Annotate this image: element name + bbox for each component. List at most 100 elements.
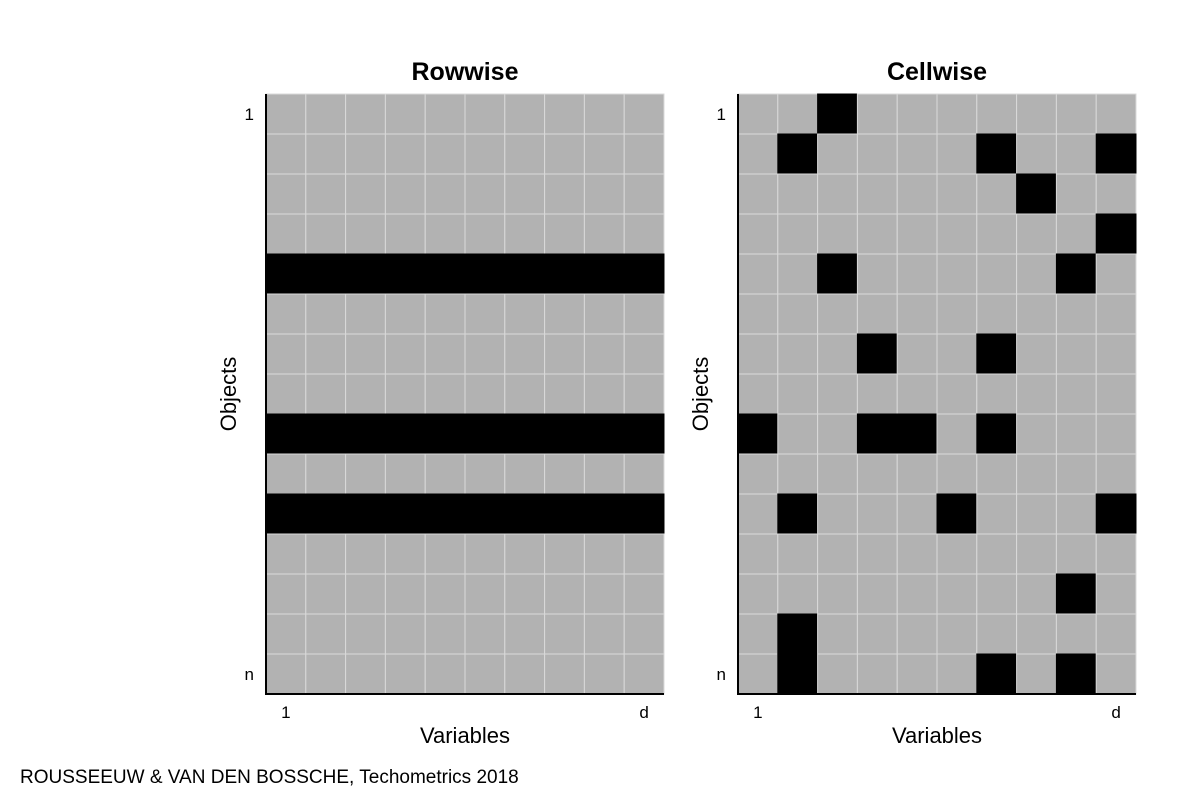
outlier-cell: [544, 493, 585, 535]
data-cell: [817, 333, 858, 375]
data-cell: [504, 453, 546, 495]
outlier-cell: [1095, 493, 1137, 535]
data-cell: [424, 213, 466, 255]
data-cell: [583, 213, 625, 255]
data-cell: [345, 93, 386, 135]
outlier-cell: [583, 253, 625, 295]
data-cell: [583, 533, 625, 575]
data-cell: [1095, 253, 1137, 295]
data-cell: [265, 293, 307, 335]
data-cell: [345, 333, 386, 375]
data-cell: [1016, 213, 1057, 255]
data-cell: [583, 93, 625, 135]
data-cell: [737, 173, 779, 215]
data-cell: [345, 133, 386, 175]
data-cell: [583, 373, 625, 415]
data-cell: [504, 373, 546, 415]
data-cell: [896, 653, 938, 695]
data-cell: [345, 613, 386, 655]
data-cell: [623, 373, 665, 415]
data-cell: [544, 173, 585, 215]
col-first-label: 1: [753, 703, 762, 722]
data-cell: [737, 453, 779, 495]
data-cell: [424, 653, 466, 695]
data-cell: [777, 173, 819, 215]
outlier-cell: [777, 133, 819, 175]
data-cell: [817, 173, 858, 215]
data-cell: [936, 93, 978, 135]
outlier-cell: [424, 253, 466, 295]
data-cell: [737, 573, 779, 615]
data-cell: [817, 293, 858, 335]
data-cell: [1016, 333, 1057, 375]
data-cell: [856, 93, 898, 135]
data-cell: [1016, 253, 1057, 295]
col-first-label: 1: [281, 703, 290, 722]
data-cell: [384, 533, 426, 575]
data-cell: [504, 573, 546, 615]
data-cell: [265, 93, 307, 135]
data-cell: [265, 653, 307, 695]
y-axis-label: Objects: [216, 357, 241, 432]
data-cell: [265, 173, 307, 215]
data-cell: [976, 613, 1018, 655]
data-cell: [896, 613, 938, 655]
row-last-label: n: [717, 665, 726, 684]
data-cell: [424, 293, 466, 335]
data-cell: [544, 93, 585, 135]
data-cell: [856, 493, 898, 535]
data-cell: [265, 453, 307, 495]
data-cell: [1055, 93, 1097, 135]
data-cell: [544, 453, 585, 495]
data-cell: [1016, 413, 1057, 455]
data-cell: [1055, 373, 1097, 415]
data-cell: [623, 133, 665, 175]
data-cell: [345, 373, 386, 415]
data-cell: [305, 573, 347, 615]
data-cell: [424, 93, 466, 135]
data-cell: [424, 573, 466, 615]
data-cell: [623, 533, 665, 575]
data-cell: [777, 573, 819, 615]
data-cell: [1095, 173, 1137, 215]
data-cell: [976, 93, 1018, 135]
data-cell: [345, 173, 386, 215]
data-cell: [936, 533, 978, 575]
data-cell: [504, 333, 546, 375]
rowwise-panel: Rowwise 1 n 1 d Variables Objects: [216, 58, 665, 748]
data-cell: [384, 93, 426, 135]
data-cell: [737, 613, 779, 655]
data-cell: [1016, 573, 1057, 615]
data-cell: [737, 133, 779, 175]
data-cell: [817, 493, 858, 535]
data-cell: [777, 533, 819, 575]
data-cell: [737, 493, 779, 535]
data-cell: [1095, 533, 1137, 575]
data-cell: [464, 533, 506, 575]
data-cell: [976, 373, 1018, 415]
data-cell: [1055, 493, 1097, 535]
outlier-cell: [777, 613, 819, 655]
data-cell: [424, 173, 466, 215]
outlier-cell: [265, 253, 307, 295]
data-cell: [976, 293, 1018, 335]
data-cell: [896, 573, 938, 615]
data-cell: [504, 293, 546, 335]
data-cell: [817, 613, 858, 655]
outlier-cell: [1095, 213, 1137, 255]
outlier-cell: [504, 413, 546, 455]
data-cell: [424, 133, 466, 175]
outlier-cell: [623, 253, 665, 295]
data-cell: [544, 653, 585, 695]
data-cell: [1095, 333, 1137, 375]
data-cell: [424, 453, 466, 495]
data-cell: [737, 533, 779, 575]
data-cell: [1055, 293, 1097, 335]
data-cell: [265, 133, 307, 175]
x-axis-label: Variables: [892, 723, 982, 748]
data-cell: [345, 213, 386, 255]
data-cell: [305, 533, 347, 575]
data-cell: [936, 253, 978, 295]
data-cell: [384, 373, 426, 415]
data-cell: [1016, 613, 1057, 655]
